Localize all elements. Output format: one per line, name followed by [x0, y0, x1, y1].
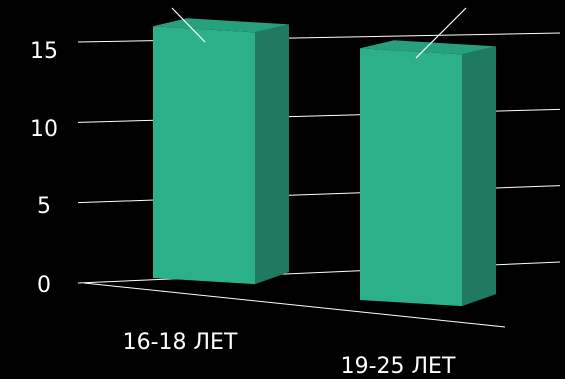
gridline-15: [77, 32, 561, 43]
bar-top-1: [153, 18, 289, 33]
bar-side-1: [255, 24, 289, 285]
y-tick-label-15: 15: [30, 39, 58, 64]
x-category-label-16-18: 16-18 ЛЕТ: [123, 330, 238, 355]
bar-side-2: [462, 46, 496, 307]
bar-top-2: [360, 40, 496, 55]
leader-line-1: [171, 7, 206, 43]
bar-front-1: [153, 26, 255, 285]
bar-front-2: [360, 48, 462, 307]
leader-line-2: [415, 7, 467, 59]
bars: [153, 18, 496, 307]
x-category-label-19-25: 19-25 ЛЕТ: [341, 354, 456, 379]
y-tick-label-10: 10: [30, 117, 58, 142]
floor-edge-line: [83, 282, 506, 328]
y-tick-label-0: 0: [37, 273, 51, 298]
leader-lines: [171, 7, 467, 59]
y-tick-label-5: 5: [37, 194, 51, 219]
